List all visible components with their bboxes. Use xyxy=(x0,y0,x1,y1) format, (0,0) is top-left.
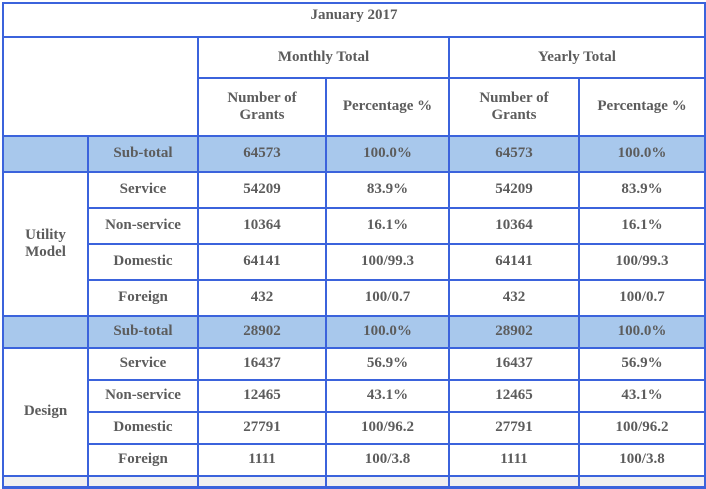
header-monthly-number-of-grants-label: Number of Grants xyxy=(227,89,297,123)
title-row: January 2017 xyxy=(1,2,706,38)
cell-monthly-percentage: 100/0.7 xyxy=(325,279,450,317)
cell-yearly-percentage: 83.9% xyxy=(577,171,706,209)
cell-yearly-percentage: 43.1% xyxy=(577,379,706,413)
cell-yearly-grants: 28902 xyxy=(448,315,580,349)
cell-monthly-grants: 54209 xyxy=(197,171,327,209)
cell-yearly-percentage: 100/0.7 xyxy=(577,279,706,317)
table-row: Design Service 16437 56.9% 16437 56.9% xyxy=(2,347,706,477)
cell-yearly-grants: 64573 xyxy=(448,135,580,173)
cell-yearly-grants: 10364 xyxy=(448,207,580,245)
table-title: January 2017 xyxy=(1,2,706,38)
cell-yearly-grants: 12465 xyxy=(448,379,580,413)
cell-monthly-grants: 64573 xyxy=(197,135,327,173)
cell-monthly-grants: 12465 xyxy=(197,379,327,413)
header-monthly-total: Monthly Total xyxy=(197,36,450,79)
cell-yearly-percentage: 100/96.2 xyxy=(577,411,706,445)
cell-yearly-grants: 16437 xyxy=(448,347,580,381)
cell-monthly-grants: 64141 xyxy=(197,243,327,281)
stub-row xyxy=(2,475,706,489)
subtotal-spacer-cell xyxy=(2,135,89,173)
row-label: Non-service xyxy=(87,379,199,413)
cell-monthly-percentage: 100.0% xyxy=(325,315,450,349)
cell-monthly-percentage: 100.0% xyxy=(325,135,450,173)
group-label-utility-model-text: Utility Model xyxy=(25,226,66,260)
cell-yearly-grants: 54209 xyxy=(448,171,580,209)
cell-yearly-percentage: 100.0% xyxy=(577,135,706,173)
table-row: Domestic 27791 100/96.2 27791 100/96.2 xyxy=(3,411,706,445)
table-row: Foreign 1111 100/3.8 1111 100/3.8 xyxy=(3,443,706,477)
table-row: Utility Model Service 54209 83.9% 54209 … xyxy=(2,171,706,317)
stub-cell xyxy=(325,475,450,489)
cell-monthly-grants: 27791 xyxy=(197,411,327,445)
header-yearly-number-of-grants-label: Number of Grants xyxy=(479,89,549,123)
stub-cell xyxy=(448,475,580,489)
table-row: Non-service 10364 16.1% 10364 16.1% xyxy=(3,207,706,245)
cell-yearly-grants: 1111 xyxy=(448,443,580,477)
cell-yearly-percentage: 100/3.8 xyxy=(577,443,706,477)
subtotal-row-utility-model: Sub-total 64573 100.0% 64573 100.0% xyxy=(2,135,706,173)
cell-yearly-percentage: 100/99.3 xyxy=(577,243,706,281)
header-yearly-percentage: Percentage % xyxy=(577,77,706,137)
table-row: Non-service 12465 43.1% 12465 43.1% xyxy=(3,379,706,413)
cell-yearly-grants: 64141 xyxy=(448,243,580,281)
cell-yearly-percentage: 100.0% xyxy=(577,315,706,349)
row-label: Domestic xyxy=(87,243,199,281)
cell-yearly-grants: 27791 xyxy=(448,411,580,445)
row-label: Non-service xyxy=(87,207,199,245)
cell-monthly-grants: 432 xyxy=(197,279,327,317)
header-row-groups: Monthly Total Yearly Total xyxy=(2,36,706,137)
subtotal-spacer-cell xyxy=(2,315,89,349)
cell-monthly-percentage: 56.9% xyxy=(325,347,450,381)
row-label: Sub-total xyxy=(87,315,199,349)
cell-yearly-grants: 432 xyxy=(448,279,580,317)
cell-monthly-grants: 16437 xyxy=(197,347,327,381)
group-label-utility-model: Utility Model xyxy=(2,171,89,317)
stub-cell xyxy=(577,475,706,489)
row-label: Service xyxy=(87,347,199,381)
cell-monthly-grants: 28902 xyxy=(197,315,327,349)
header-monthly-number-of-grants: Number of Grants xyxy=(197,77,327,137)
row-label: Service xyxy=(87,171,199,209)
table-row: Domestic 64141 100/99.3 64141 100/99.3 xyxy=(3,243,706,281)
stub-cell xyxy=(87,475,199,489)
row-label: Foreign xyxy=(87,443,199,477)
header-row-measures: Number of Grants Percentage % Number of … xyxy=(3,77,706,137)
cell-monthly-percentage: 100/99.3 xyxy=(325,243,450,281)
group-label-design: Design xyxy=(2,347,89,477)
header-yearly-total: Yearly Total xyxy=(447,36,706,79)
row-label: Sub-total xyxy=(87,135,199,173)
cell-monthly-percentage: 83.9% xyxy=(325,171,450,209)
cell-monthly-grants: 1111 xyxy=(197,443,327,477)
table-row: Foreign 432 100/0.7 432 100/0.7 xyxy=(3,279,706,317)
cell-monthly-percentage: 16.1% xyxy=(325,207,450,245)
row-label: Domestic xyxy=(87,411,199,445)
cell-monthly-percentage: 100/3.8 xyxy=(325,443,450,477)
header-corner-cell xyxy=(2,36,199,137)
header-monthly-percentage: Percentage % xyxy=(325,77,450,137)
stub-cell xyxy=(197,475,327,489)
row-label: Foreign xyxy=(87,279,199,317)
cell-yearly-percentage: 16.1% xyxy=(577,207,706,245)
cell-monthly-percentage: 43.1% xyxy=(325,379,450,413)
header-yearly-number-of-grants: Number of Grants xyxy=(448,77,580,137)
cell-monthly-grants: 10364 xyxy=(197,207,327,245)
cell-yearly-percentage: 56.9% xyxy=(577,347,706,381)
cell-monthly-percentage: 100/96.2 xyxy=(325,411,450,445)
subtotal-row-design: Sub-total 28902 100.0% 28902 100.0% xyxy=(2,315,706,349)
stub-cell xyxy=(2,475,89,489)
